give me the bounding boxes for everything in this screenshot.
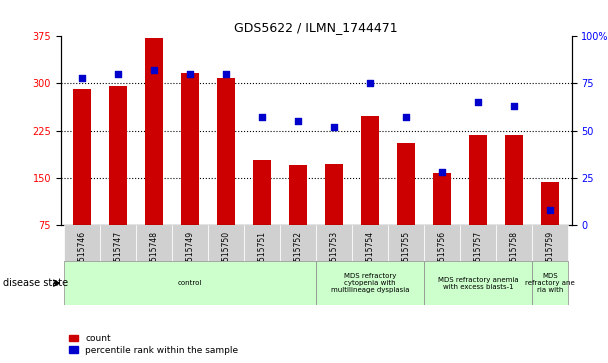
FancyBboxPatch shape [424, 261, 532, 305]
Bar [469, 135, 487, 225]
FancyBboxPatch shape [64, 225, 100, 261]
Text: GSM1515752: GSM1515752 [294, 231, 303, 281]
Point [293, 118, 303, 124]
Text: control: control [178, 280, 202, 286]
Text: GSM1515756: GSM1515756 [438, 231, 446, 282]
FancyBboxPatch shape [496, 225, 532, 261]
Legend: count, percentile rank within the sample: count, percentile rank within the sample [65, 331, 242, 359]
Text: GSM1515747: GSM1515747 [114, 231, 123, 282]
Bar [109, 86, 127, 225]
Bar [397, 143, 415, 225]
Bar [145, 38, 164, 225]
Text: GSM1515758: GSM1515758 [510, 231, 519, 281]
Text: GSM1515750: GSM1515750 [222, 231, 231, 282]
Text: GSM1515753: GSM1515753 [330, 231, 339, 282]
Point [330, 124, 339, 130]
Text: GSM1515755: GSM1515755 [401, 231, 410, 282]
FancyBboxPatch shape [316, 261, 424, 305]
FancyBboxPatch shape [64, 261, 316, 305]
Bar [325, 164, 343, 225]
Point [365, 81, 375, 86]
Bar [181, 73, 199, 225]
Point [221, 71, 231, 77]
Bar [361, 116, 379, 225]
FancyBboxPatch shape [424, 225, 460, 261]
FancyBboxPatch shape [316, 225, 352, 261]
FancyBboxPatch shape [532, 261, 568, 305]
Point [185, 71, 195, 77]
Text: GSM1515751: GSM1515751 [258, 231, 267, 281]
FancyBboxPatch shape [100, 225, 136, 261]
Text: MDS
refractory ane
ria with: MDS refractory ane ria with [525, 273, 575, 293]
Point [257, 115, 267, 121]
Text: GSM1515748: GSM1515748 [150, 231, 159, 281]
FancyBboxPatch shape [532, 225, 568, 261]
FancyBboxPatch shape [352, 225, 388, 261]
Text: GSM1515759: GSM1515759 [545, 231, 554, 282]
FancyBboxPatch shape [280, 225, 316, 261]
Text: GSM1515749: GSM1515749 [186, 231, 195, 282]
Title: GDS5622 / ILMN_1744471: GDS5622 / ILMN_1744471 [234, 21, 398, 34]
FancyBboxPatch shape [136, 225, 172, 261]
Point [77, 75, 87, 81]
Text: MDS refractory
cytopenia with
multilineage dysplasia: MDS refractory cytopenia with multilinea… [331, 273, 409, 293]
Bar [253, 160, 271, 225]
Point [401, 115, 411, 121]
Point [114, 71, 123, 77]
Text: MDS refractory anemia
with excess blasts-1: MDS refractory anemia with excess blasts… [438, 277, 519, 290]
Point [545, 207, 555, 213]
Point [437, 169, 447, 175]
Bar [289, 165, 307, 225]
Text: GSM1515754: GSM1515754 [365, 231, 375, 282]
Point [509, 103, 519, 109]
Bar [74, 89, 91, 225]
Text: GSM1515746: GSM1515746 [78, 231, 87, 282]
Bar [541, 182, 559, 225]
FancyBboxPatch shape [460, 225, 496, 261]
Point [473, 99, 483, 105]
Bar [433, 174, 451, 225]
Text: disease state: disease state [3, 278, 68, 288]
FancyBboxPatch shape [172, 225, 209, 261]
Bar [217, 78, 235, 225]
FancyBboxPatch shape [209, 225, 244, 261]
FancyBboxPatch shape [244, 225, 280, 261]
Text: GSM1515757: GSM1515757 [474, 231, 483, 282]
Point [150, 68, 159, 73]
FancyBboxPatch shape [388, 225, 424, 261]
Bar [505, 135, 523, 225]
